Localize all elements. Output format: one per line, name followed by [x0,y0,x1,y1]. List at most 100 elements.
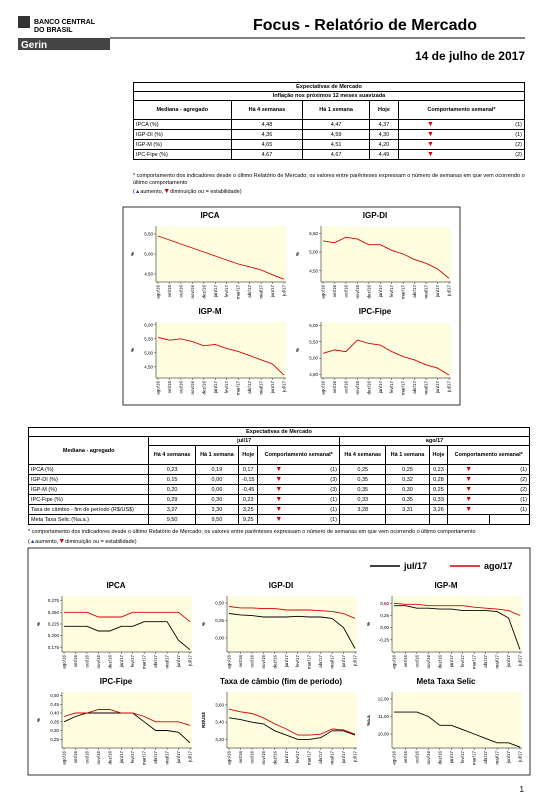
column-header: Mediana - agregado [133,100,232,120]
x-tick-label: abr/17 [247,381,252,394]
x-tick-label: jan/17 [119,655,124,669]
footnote1: * comportamento dos indicadores desde o … [133,173,525,187]
cell: 0,32 [385,474,430,485]
cell: IGP-DI (%) [27,474,150,485]
x-tick-label: jul/17 [518,751,523,763]
x-tick-label: set/16 [332,381,337,394]
x-tick-label: fev/17 [460,751,465,764]
x-tick-label: dez/16 [366,381,371,395]
y-axis-label: % [36,718,41,722]
x-tick-label: nov/16 [355,381,360,395]
series-line [228,708,356,736]
cell: 0,06 [194,484,239,495]
x-tick-label: jan/17 [213,381,218,395]
header-row: Mediana - agregado Há 4 semanas Há 1 seman… [133,100,525,120]
down-text: diminuição ou = estabilidade) [170,189,242,195]
x-tick-label: mar/17 [401,285,406,300]
logo-mark [18,16,30,28]
cell: 0,23 [428,464,449,475]
y-tick-label: 4,50 [309,268,318,273]
cell: (1) [299,514,341,525]
cell: 0,33 [338,494,387,505]
row: IGP-DI (%) 4,36 4,59 4,30 ▼ (1) [133,129,526,140]
x-tick-label: out/16 [178,381,183,394]
cell: 3,31 [385,504,430,515]
series-line [322,339,450,376]
cell: IGP-M (%) [133,139,232,150]
x-tick-label: set/16 [73,655,78,668]
x-tick-label: mar/17 [307,751,312,766]
y-axis-label: R$/US$ [201,712,206,728]
y-tick-label: 3,20 [215,737,224,742]
cell: 4,51 [302,139,370,150]
x-tick-label: jun/17 [435,381,440,395]
series-line [157,235,285,280]
y-axis-label: % [295,348,300,352]
x-tick-label: jun/17 [435,285,440,299]
x-tick-label: mar/17 [142,751,147,766]
y-tick-label: 0,25 [380,613,389,618]
x-tick-label: nov/16 [261,751,266,765]
series-line [157,336,285,376]
y-tick-label: 0,50 [380,601,389,606]
cell: 0,17 [237,464,259,475]
cell: 4,67 [302,149,370,160]
x-tick-label: fev/17 [224,285,229,298]
x-tick-label: abr/17 [412,381,417,394]
y-axis-label: % [366,622,371,626]
trend-icon: ▼ [398,149,463,160]
x-tick-label: set/16 [167,381,172,394]
cell: Meta Taxa Selic (%a.a.) [27,514,150,525]
trend-icon: ▼ [257,494,300,505]
x-tick-label: dez/16 [366,285,371,299]
plot-area [321,226,451,282]
cell: (1) [299,464,341,475]
footnote2: * comportamento dos indicadores desde o … [28,529,530,536]
group-header: jul/17 [148,436,340,446]
cell: 0,29 [148,494,196,505]
column-header: Há 1 semana [385,445,430,465]
x-tick-label: jan/17 [378,381,383,395]
y-axis-label: % [130,252,135,256]
page-number: 1 [520,785,525,794]
x-tick-label: fev/17 [295,751,300,764]
x-tick-label: ago/16 [392,751,397,765]
unit-bar [18,38,110,50]
y-tick-label: 0,250 [48,610,60,615]
cell: 0,25 [385,464,430,475]
x-tick-label: dez/16 [201,381,206,395]
x-tick-label: mar/17 [236,285,241,300]
row: IGP-M (%) 0,20 0,06 -0,45 ▼ (3) 0,35 0,30 0,25 ▼(… [27,484,530,495]
x-tick-label: nov/16 [355,285,360,299]
cell: 4,20 [368,139,400,150]
group-header: ago/17 [339,436,530,446]
logo-line2: DO BRASIL [34,27,73,34]
column-header: Hoje [368,100,400,120]
empty-cell [447,514,490,525]
x-tick-label: jan/17 [449,655,454,669]
column-header: Comportamento semanal* [447,445,530,465]
empty-cell [338,514,387,525]
y-tick-label: 0,25 [50,737,59,742]
y-axis-label: % [201,622,206,626]
up-icon: ▲ [29,539,36,545]
trend-icon: ▼ [447,494,489,505]
subtitle-row: Inflação nos próximos 12 meses suavizada [133,91,525,101]
legend-note: (▲aumento,▼diminuição ou = estabilidade) [133,188,242,196]
cell: 0,33 [428,494,449,505]
cell: (1) [299,494,341,505]
series-line [394,711,521,748]
top-chart-panel [122,206,461,406]
cell: 0,15 [148,474,196,485]
x-tick-label: set/16 [238,751,243,764]
cell: 9,25 [237,514,259,525]
cell: 0,25 [338,464,387,475]
x-tick-label: ago/16 [156,381,161,395]
x-tick-label: ago/16 [227,751,232,765]
plot-area [156,226,286,282]
cell: 4,47 [302,119,370,130]
cell: 3,27 [148,504,196,515]
x-tick-label: jul/17 [188,751,193,763]
x-tick-label: abr/17 [483,655,488,668]
